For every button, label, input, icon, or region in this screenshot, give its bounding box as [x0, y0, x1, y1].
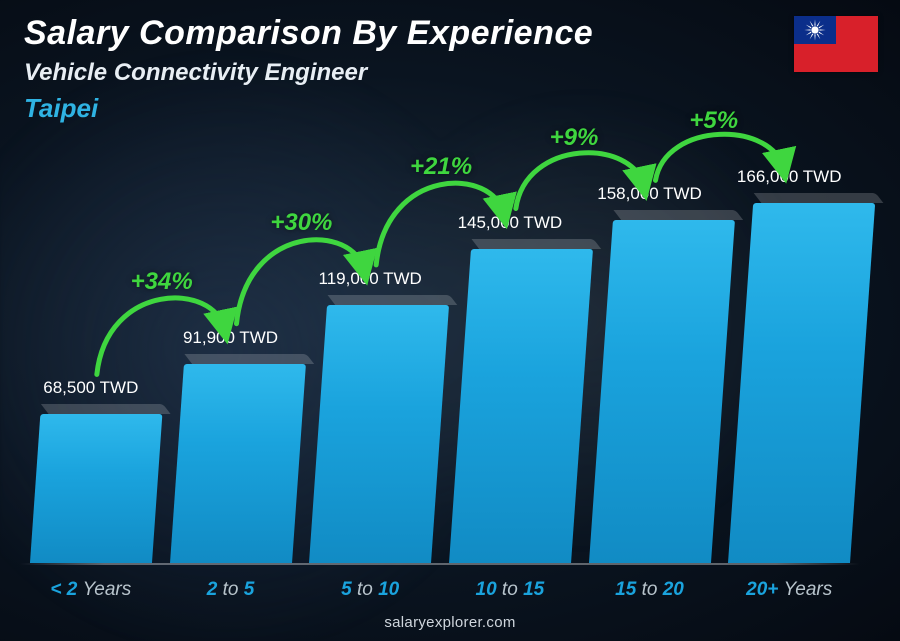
bar-value-label: 91,900 TWD	[133, 328, 328, 348]
bar-group: 119,000 TWD	[309, 123, 431, 563]
category-label: 10 to 15	[449, 579, 571, 601]
bar-group: 91,900 TWD	[170, 123, 292, 563]
bar	[589, 220, 735, 563]
flag-taiwan-icon	[794, 16, 878, 72]
bar-value-label: 145,000 TWD	[413, 213, 608, 233]
infographic-stage: Salary Comparison By Experience Vehicle …	[0, 0, 900, 641]
bar-chart: 68,500 TWD91,900 TWD119,000 TWD145,000 T…	[30, 123, 850, 563]
bar	[449, 249, 593, 563]
increment-pct-label: +5%	[689, 107, 738, 135]
category-label: 15 to 20	[589, 579, 711, 601]
bar	[30, 414, 162, 563]
category-label: 5 to 10	[309, 579, 431, 601]
bar-value-label: 158,000 TWD	[552, 184, 747, 204]
bar-value-label: 68,500 TWD	[0, 378, 188, 398]
page-location: Taipei	[24, 93, 593, 124]
category-labels-row: < 2 Years 2 to 5 5 to 10 10 to 15 15 to 20 20…	[30, 579, 850, 601]
increment-pct-label: +21%	[410, 153, 472, 181]
bar-group: 166,000 TWD	[728, 123, 850, 563]
bar	[170, 364, 306, 563]
bar-group: 158,000 TWD	[589, 123, 711, 563]
bar	[728, 203, 875, 563]
bar-value-label: 119,000 TWD	[273, 269, 468, 289]
increment-pct-label: +30%	[270, 209, 332, 237]
title-block: Salary Comparison By Experience Vehicle …	[24, 14, 593, 124]
bar	[309, 305, 449, 563]
category-label: < 2 Years	[30, 579, 152, 601]
footer-attribution: salaryexplorer.com	[0, 614, 900, 631]
increment-pct-label: +34%	[131, 268, 193, 296]
page-subtitle: Vehicle Connectivity Engineer	[24, 59, 593, 87]
increment-pct-label: +9%	[550, 124, 599, 152]
chart-baseline	[20, 563, 860, 565]
bar-value-label: 166,000 TWD	[692, 167, 887, 187]
page-title: Salary Comparison By Experience	[24, 14, 593, 53]
category-label: 2 to 5	[170, 579, 292, 601]
category-label: 20+ Years	[728, 579, 850, 601]
